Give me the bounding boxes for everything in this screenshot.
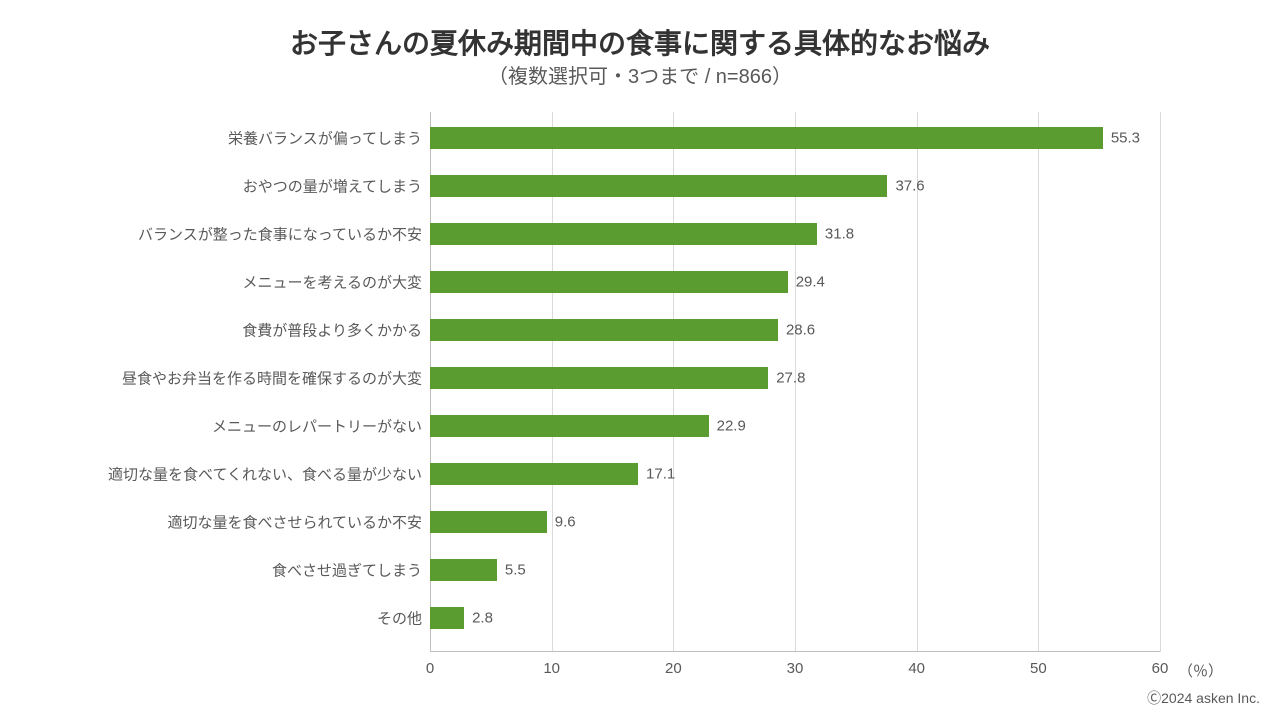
category-label: 適切な量を食べさせられているか不安 <box>167 512 422 533</box>
category-label: メニューのレパートリーがない <box>212 416 422 437</box>
bar-value-label: 55.3 <box>1111 130 1140 147</box>
bar <box>430 415 709 437</box>
category-label: おやつの量が増えてしまう <box>243 176 422 197</box>
bar-value-label: 31.8 <box>825 226 854 243</box>
bar <box>430 175 887 197</box>
y-axis-labels: 栄養バランスが偏ってしまうおやつの量が増えてしまうバランスが整った食事になってい… <box>0 112 430 652</box>
bar-value-label: 5.5 <box>505 562 526 579</box>
bar <box>430 559 497 581</box>
copyright-text: Ⓒ2024 asken Inc. <box>1147 688 1260 708</box>
bar <box>430 463 638 485</box>
category-label: その他 <box>377 608 422 629</box>
x-tick-label: 0 <box>426 660 434 677</box>
gridline <box>1038 112 1039 652</box>
bar-value-label: 17.1 <box>646 466 675 483</box>
plot-area: 55.3 37.6 31.8 29.4 28.6 27.8 22.9 17.1 9.6 5.5 2.… <box>430 112 1160 652</box>
bar <box>430 511 547 533</box>
x-tick-label: 60 <box>1152 660 1169 677</box>
x-tick-label: 30 <box>787 660 804 677</box>
bar-value-label: 9.6 <box>555 514 576 531</box>
x-tick-label: 10 <box>543 660 560 677</box>
x-axis-unit: （％） <box>1178 660 1223 681</box>
bar <box>430 271 788 293</box>
gridline <box>1160 112 1161 652</box>
bar-value-label: 22.9 <box>717 418 746 435</box>
chart-area: 栄養バランスが偏ってしまうおやつの量が増えてしまうバランスが整った食事になってい… <box>0 112 1160 652</box>
x-tick-label: 40 <box>908 660 925 677</box>
x-tick-label: 20 <box>665 660 682 677</box>
bar-value-label: 28.6 <box>786 322 815 339</box>
chart-container: お子さんの夏休み期間中の食事に関する具体的なお悩み （複数選択可・3つまで / … <box>0 0 1280 720</box>
category-label: 食費が普段より多くかかる <box>242 320 422 341</box>
x-axis-line <box>430 651 1160 652</box>
bar-value-label: 29.4 <box>796 274 825 291</box>
bar <box>430 223 817 245</box>
bar-value-label: 27.8 <box>776 370 805 387</box>
x-tick-label: 50 <box>1030 660 1047 677</box>
category-label: バランスが整った食事になっているか不安 <box>138 224 422 245</box>
category-label: メニューを考えるのが大変 <box>242 272 422 293</box>
chart-title: お子さんの夏休み期間中の食事に関する具体的なお悩み <box>0 22 1280 62</box>
bar <box>430 367 768 389</box>
chart-subtitle: （複数選択可・3つまで / n=866） <box>0 60 1280 89</box>
bar <box>430 319 778 341</box>
category-label: 昼食やお弁当を作る時間を確保するのが大変 <box>122 368 422 389</box>
category-label: 適切な量を食べてくれない、食べる量が少ない <box>108 464 422 485</box>
bar-value-label: 2.8 <box>472 610 493 627</box>
bar <box>430 607 464 629</box>
bar-value-label: 37.6 <box>895 178 924 195</box>
category-label: 栄養バランスが偏ってしまう <box>228 128 422 149</box>
bar <box>430 127 1103 149</box>
category-label: 食べさせ過ぎてしまう <box>272 560 422 581</box>
